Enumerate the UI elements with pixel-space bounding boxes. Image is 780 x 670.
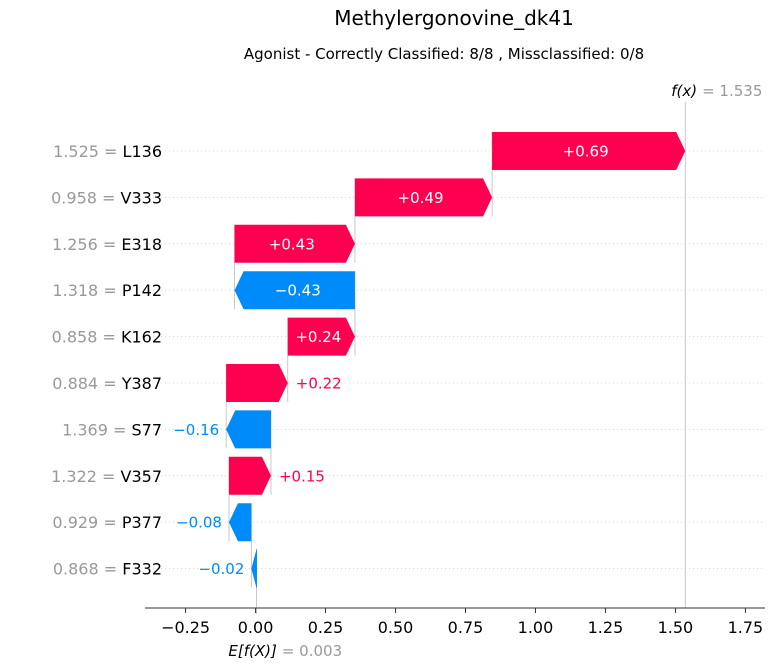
- bar-label-v333: +0.49: [398, 189, 444, 207]
- feature-value: 1.369 =: [62, 420, 131, 439]
- x-tick-label: 1.00: [518, 618, 554, 637]
- chart-title: Methylergonovine_dk41: [334, 6, 574, 30]
- feature-name: P377: [122, 513, 162, 532]
- feature-value: 0.884 =: [52, 374, 121, 393]
- feature-label-f332: 0.868 = F332: [53, 560, 162, 579]
- feature-value: 0.858 =: [52, 328, 121, 347]
- x-tick-label: 1.75: [728, 618, 764, 637]
- feature-label-s77: 1.369 = S77: [62, 420, 162, 439]
- feature-value: 1.318 =: [52, 281, 121, 300]
- output-label: f(x): [671, 82, 697, 100]
- feature-name: V357: [121, 467, 162, 486]
- feature-value: 0.958 =: [51, 188, 120, 207]
- bar-e318: [234, 224, 355, 263]
- bar-p142: [234, 271, 355, 310]
- bar-label-l136: +0.69: [563, 143, 609, 161]
- bar-f332: [251, 549, 257, 588]
- feature-name: E318: [121, 235, 162, 254]
- bar-label-k162: +0.24: [295, 328, 341, 346]
- x-tick-label: 0.25: [308, 618, 344, 637]
- x-tick-label: 1.25: [588, 618, 624, 637]
- x-tick-label: 0.75: [448, 618, 484, 637]
- x-tick-label: 0.50: [378, 618, 414, 637]
- feature-name: L136: [123, 142, 162, 161]
- feature-label-v357: 1.322 = V357: [51, 467, 162, 486]
- feature-name: P142: [122, 281, 162, 300]
- feature-name: S77: [131, 420, 162, 439]
- feature-name: V333: [121, 188, 162, 207]
- feature-label-l136: 1.525 = L136: [53, 142, 162, 161]
- feature-value: 1.525 =: [53, 142, 122, 161]
- base-value-text: = 0.003: [282, 642, 342, 660]
- contribution-bars: +0.69 +0.49 +0.43 −0.43 +0.24 +0.22 −0.16 +0.15…: [173, 132, 686, 588]
- x-tick-label: 0.00: [238, 618, 274, 637]
- feature-value: 1.322 =: [51, 467, 120, 486]
- bar-label-v357: +0.15: [279, 467, 325, 485]
- x-tick-label: −0.25: [161, 618, 210, 637]
- bar-k162: [287, 317, 355, 356]
- x-tick-label: 1.50: [658, 618, 694, 637]
- bar-v333: [354, 178, 493, 217]
- bar-v357: [228, 456, 271, 495]
- output-value-label: f(x) = 1.535: [671, 82, 762, 100]
- bar-label-s77: −0.16: [173, 421, 219, 439]
- feature-name: Y387: [121, 374, 162, 393]
- bar-label-f332: −0.02: [198, 560, 244, 578]
- feature-name: K162: [121, 328, 162, 347]
- bar-label-e318: +0.43: [269, 235, 315, 253]
- feature-label-k162: 0.858 = K162: [52, 328, 162, 347]
- bar-l136: [492, 132, 686, 170]
- feature-label-y387: 0.884 = Y387: [52, 374, 162, 393]
- feature-name: F332: [122, 560, 162, 579]
- bar-y387: [226, 364, 288, 402]
- feature-label-p142: 1.318 = P142: [52, 281, 162, 300]
- feature-value: 0.868 =: [53, 560, 122, 579]
- chart-subtitle: Agonist - Correctly Classified: 8/8 , Mi…: [244, 45, 644, 63]
- base-value-annotation: E[f(X)] = 0.003: [228, 642, 342, 660]
- bar-s77: [226, 410, 271, 449]
- bar-label-p142: −0.43: [275, 282, 321, 300]
- x-axis: −0.25 0.00 0.25 0.50 0.75 1.00 1.25 1.50 1.75: [145, 607, 765, 637]
- feature-value: 1.256 =: [52, 235, 121, 254]
- bar-label-y387: +0.22: [296, 375, 342, 393]
- feature-label-v333: 0.958 = V333: [51, 188, 162, 207]
- feature-label-p377: 0.929 = P377: [52, 513, 162, 532]
- base-label: E[f(X)]: [228, 642, 277, 660]
- output-value-text: = 1.535: [702, 82, 762, 100]
- feature-labels: 1.525 = L136 0.958 = V333 1.256 = E318 1.31…: [51, 142, 162, 579]
- bar-label-p377: −0.08: [176, 514, 222, 532]
- feature-label-e318: 1.256 = E318: [52, 235, 162, 254]
- base-value-label: E[f(X)] = 0.003: [228, 642, 342, 660]
- feature-value: 0.929 =: [52, 513, 121, 532]
- output-value-annotation: f(x) = 1.535: [671, 82, 762, 100]
- bar-p377: [228, 503, 252, 542]
